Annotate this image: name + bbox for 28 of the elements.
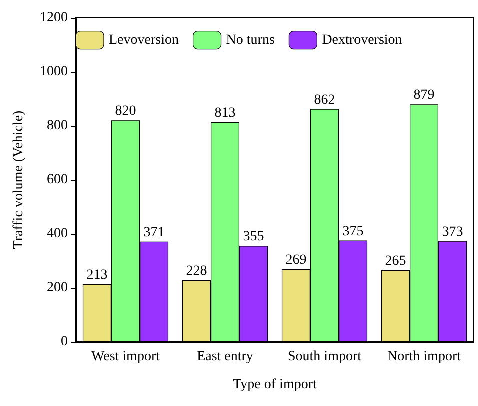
y-tick-label: 400	[47, 226, 68, 242]
y-tick-label: 0	[61, 334, 68, 350]
data-label: 265	[385, 254, 406, 269]
x-tick-label: North import	[388, 350, 462, 364]
data-label: 228	[186, 264, 208, 279]
y-tick-label: 200	[47, 280, 68, 296]
data-label: 375	[342, 224, 364, 240]
data-label: 820	[115, 104, 136, 120]
data-label: 373	[442, 224, 464, 240]
data-label: 862	[314, 92, 336, 108]
y-tick-label: 600	[47, 172, 68, 188]
y-axis-title: Traffic volume (Vehicle)	[12, 110, 26, 250]
data-label: 269	[286, 252, 307, 268]
data-label: 355	[243, 230, 264, 245]
data-label: 213	[86, 268, 108, 283]
legend-label: Levoversion	[109, 32, 179, 48]
legend-label: No turns	[226, 32, 275, 48]
data-label: 813	[214, 106, 236, 121]
x-tick-label: East entry	[197, 350, 254, 364]
legend-label: Dextroversion	[322, 32, 402, 48]
x-tick-label: West import	[92, 350, 160, 364]
data-label: 371	[144, 225, 165, 240]
x-axis-title: Type of import	[233, 378, 317, 392]
data-label: 879	[414, 88, 435, 104]
y-tick-label: 800	[47, 118, 68, 134]
y-tick-label: 1200	[40, 10, 68, 26]
x-tick-label: South import	[288, 350, 362, 364]
y-tick-label: 1000	[40, 64, 68, 80]
